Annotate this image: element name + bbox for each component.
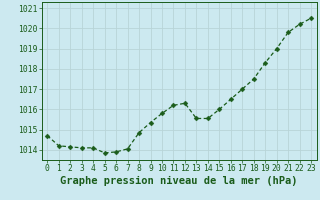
- X-axis label: Graphe pression niveau de la mer (hPa): Graphe pression niveau de la mer (hPa): [60, 176, 298, 186]
